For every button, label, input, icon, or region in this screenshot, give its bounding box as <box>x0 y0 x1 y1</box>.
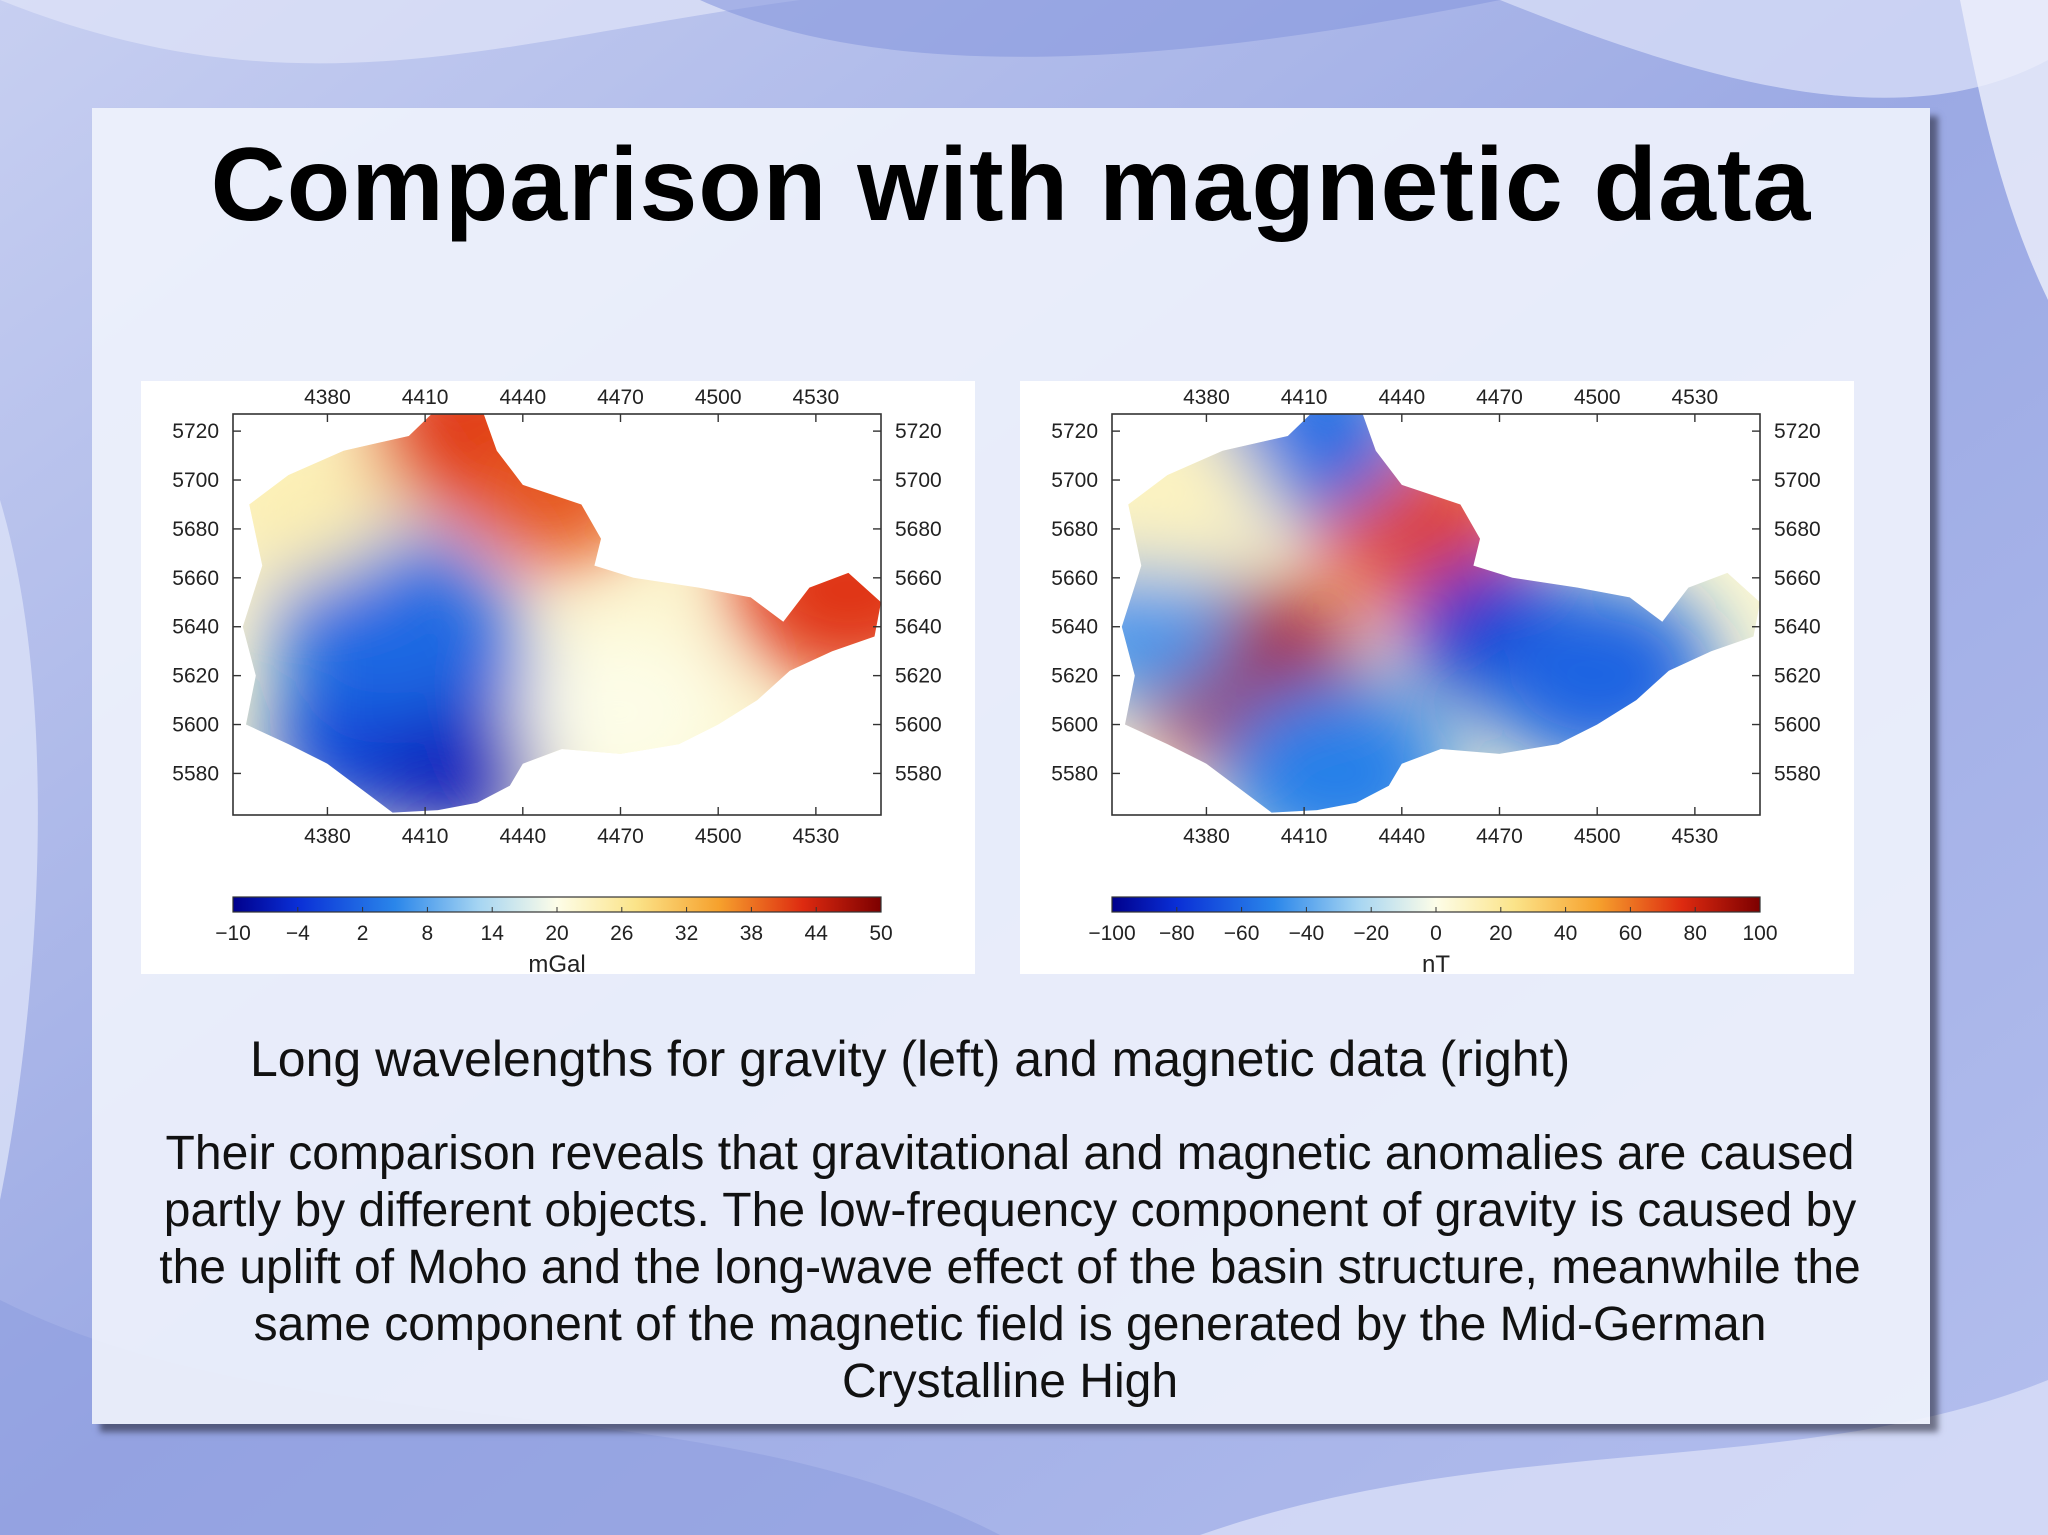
gravity-x-tick-bottom-0: 4380 <box>304 825 351 848</box>
magnetic-x-tick-top-2: 4440 <box>1378 386 1425 409</box>
gravity-y-tick-right-7: 5580 <box>895 762 942 785</box>
magnetic-colorbar-tick-3: −40 <box>1289 922 1325 945</box>
gravity-anomaly-8 <box>242 429 396 580</box>
magnetic-y-tick-left-3: 5660 <box>1051 567 1098 590</box>
slide-title: Comparison with magnetic data <box>210 127 1812 243</box>
magnetic-anomaly-field <box>1121 414 1760 813</box>
magnetic-y-tick-right-1: 5700 <box>1774 469 1821 492</box>
magnetic-y-tick-right-7: 5580 <box>1774 762 1821 785</box>
gravity-y-tick-left-4: 5640 <box>172 616 219 639</box>
gravity-x-tick-top-4: 4500 <box>695 386 742 409</box>
magnetic-x-tick-top-5: 4530 <box>1672 386 1719 409</box>
gravity-y-tick-right-5: 5620 <box>895 665 942 688</box>
magnetic-x-tick-bottom-5: 4530 <box>1672 825 1719 848</box>
gravity-x-tick-top-5: 4530 <box>793 386 840 409</box>
magnetic-x-tick-bottom-4: 4500 <box>1574 825 1621 848</box>
gravity-colorbar-tick-1: −4 <box>286 922 310 945</box>
gravity-x-tick-bottom-2: 4440 <box>499 825 546 848</box>
gravity-colorbar-tick-3: 8 <box>422 922 434 945</box>
gravity-y-tick-right-2: 5680 <box>895 518 942 541</box>
magnetic-y-tick-left-2: 5680 <box>1051 518 1098 541</box>
gravity-colorbar-tick-10: 50 <box>869 922 892 945</box>
gravity-plot-frame <box>232 413 882 816</box>
gravity-x-tick-bottom-5: 4530 <box>793 825 840 848</box>
magnetic-y-tick-left-6: 5600 <box>1051 714 1098 737</box>
magnetic-colorbar-tick-2: −60 <box>1224 922 1260 945</box>
magnetic-plot-frame <box>1111 413 1761 816</box>
magnetic-y-tick-right-0: 5720 <box>1774 420 1821 443</box>
gravity-colorbar-tick-8: 38 <box>740 922 763 945</box>
gravity-anomaly-5 <box>461 417 650 568</box>
gravity-colorbar-tick-4: 14 <box>481 922 505 945</box>
gravity-x-tick-bottom-1: 4410 <box>402 825 449 848</box>
gravity-x-tick-top-3: 4470 <box>597 386 644 409</box>
magnetic-y-tick-left-7: 5580 <box>1051 762 1098 785</box>
gravity-map-svg: 4380 4380 4410 4410 4440 4440 4470 4470 4500 4500… <box>172 386 942 974</box>
magnetic-x-tick-top-0: 4380 <box>1183 386 1230 409</box>
magnetic-colorbar-tick-1: −80 <box>1159 922 1195 945</box>
magnetic-y-tick-right-5: 5620 <box>1774 665 1821 688</box>
gravity-y-tick-left-3: 5660 <box>172 567 219 590</box>
gravity-y-tick-right-1: 5700 <box>895 469 942 492</box>
magnetic-x-tick-top-3: 4470 <box>1476 386 1523 409</box>
gravity-x-tick-top-0: 4380 <box>304 386 351 409</box>
magnetic-colorbar-tick-0: −100 <box>1088 922 1135 945</box>
gravity-y-tick-left-1: 5700 <box>172 469 219 492</box>
gravity-x-tick-top-2: 4440 <box>499 386 546 409</box>
magnetic-y-tick-right-2: 5680 <box>1774 518 1821 541</box>
body-paragraph: Their comparison reveals that gravitatio… <box>159 1127 1861 1408</box>
magnetic-x-tick-bottom-0: 4380 <box>1183 825 1230 848</box>
gravity-x-tick-bottom-4: 4500 <box>695 825 742 848</box>
gravity-map-figure: 4380 4380 4410 4410 4440 4440 4470 4470 4500 4500… <box>141 381 975 974</box>
magnetic-colorbar-tick-5: 0 <box>1430 922 1442 945</box>
gravity-colorbar-unit: mGal <box>528 951 585 974</box>
magnetic-y-tick-right-6: 5600 <box>1774 714 1821 737</box>
magnetic-colorbar-tick-4: −20 <box>1353 922 1389 945</box>
gravity-x-tick-bottom-3: 4470 <box>597 825 644 848</box>
magnetic-map-svg: 4380 4380 4410 4410 4440 4440 4470 4470 4500 4500… <box>1051 386 1821 974</box>
gravity-colorbar-tick-2: 2 <box>357 922 369 945</box>
gravity-colorbar-tick-9: 44 <box>805 922 829 945</box>
magnetic-colorbar-tick-7: 40 <box>1554 922 1577 945</box>
gravity-y-tick-left-6: 5600 <box>172 714 219 737</box>
magnetic-anomaly-5 <box>1121 551 1236 702</box>
gravity-y-tick-left-0: 5720 <box>172 420 219 443</box>
magnetic-colorbar-tick-9: 80 <box>1684 922 1707 945</box>
gravity-y-tick-left-5: 5620 <box>172 665 219 688</box>
gravity-anomaly-7 <box>514 627 727 798</box>
magnetic-x-tick-top-1: 4410 <box>1281 386 1328 409</box>
gravity-y-tick-right-4: 5640 <box>895 616 942 639</box>
gravity-colorbar-tick-0: −10 <box>215 922 251 945</box>
gravity-anomaly-3 <box>273 531 512 722</box>
magnetic-colorbar-tick-6: 20 <box>1489 922 1512 945</box>
magnetic-map-figure: 4380 4380 4410 4410 4440 4440 4470 4470 4500 4500… <box>1020 381 1854 974</box>
magnetic-y-tick-left-1: 5700 <box>1051 469 1098 492</box>
figure-caption: Long wavelengths for gravity (left) and … <box>250 1031 1571 1087</box>
gravity-y-tick-right-6: 5600 <box>895 714 942 737</box>
magnetic-x-tick-bottom-1: 4410 <box>1281 825 1328 848</box>
gravity-y-tick-left-7: 5580 <box>172 762 219 785</box>
magnetic-y-tick-left-5: 5620 <box>1051 665 1098 688</box>
magnetic-y-tick-right-3: 5660 <box>1774 567 1821 590</box>
magnetic-anomaly-6 <box>1217 678 1456 813</box>
magnetic-colorbar-unit: nT <box>1422 951 1450 974</box>
magnetic-y-tick-left-0: 5720 <box>1051 420 1098 443</box>
magnetic-colorbar-tick-8: 60 <box>1619 922 1642 945</box>
magnetic-colorbar-tick-10: 100 <box>1742 922 1777 945</box>
magnetic-x-tick-top-4: 4500 <box>1574 386 1621 409</box>
magnetic-anomaly-3 <box>1478 580 1716 771</box>
gravity-colorbar-tick-5: 20 <box>545 922 568 945</box>
gravity-y-tick-right-3: 5660 <box>895 567 942 590</box>
gravity-x-tick-top-1: 4410 <box>402 386 449 409</box>
magnetic-y-tick-right-4: 5640 <box>1774 616 1821 639</box>
magnetic-x-tick-bottom-2: 4440 <box>1378 825 1425 848</box>
gravity-y-tick-right-0: 5720 <box>895 420 942 443</box>
gravity-colorbar-tick-7: 32 <box>675 922 698 945</box>
gravity-colorbar-tick-6: 26 <box>610 922 633 945</box>
magnetic-x-tick-bottom-3: 4470 <box>1476 825 1523 848</box>
gravity-anomaly-field <box>242 414 882 813</box>
magnetic-y-tick-left-4: 5640 <box>1051 616 1098 639</box>
gravity-y-tick-left-2: 5680 <box>172 518 219 541</box>
